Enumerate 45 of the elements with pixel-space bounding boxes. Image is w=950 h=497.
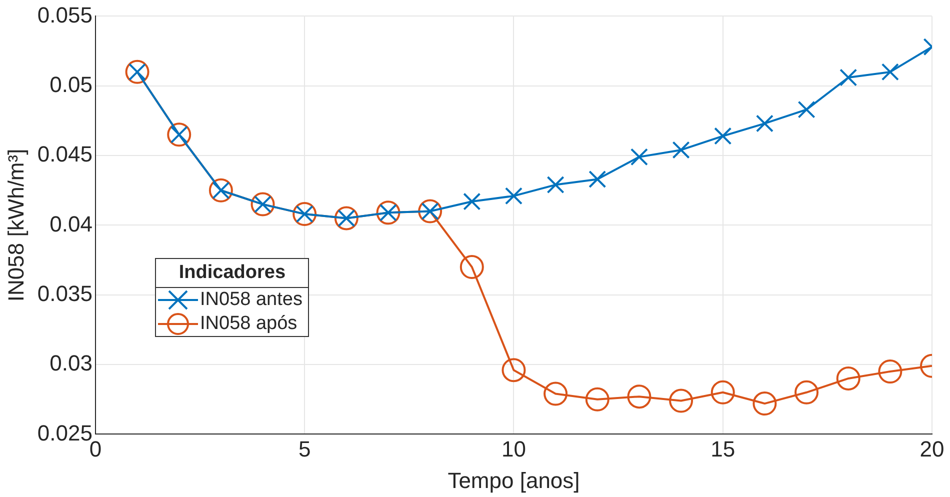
- y-tick-label: 0.045: [37, 142, 92, 167]
- point: [250, 192, 275, 216]
- point: [460, 255, 484, 279]
- point: [710, 380, 735, 404]
- y-tick-label: 0.055: [37, 2, 92, 28]
- point: [292, 202, 317, 226]
- point: [208, 178, 233, 202]
- legend-title: Indicadores: [156, 259, 308, 288]
- x-tick-label: 5: [298, 436, 311, 462]
- point: [756, 114, 774, 132]
- y-tick-label: 0.04: [50, 211, 92, 236]
- point: [630, 148, 648, 166]
- point: [714, 127, 732, 145]
- point: [544, 382, 568, 406]
- x-tick-label: 20: [920, 436, 944, 462]
- y-tick-label: 0.035: [37, 280, 92, 306]
- point: [798, 100, 816, 118]
- point: [504, 187, 523, 205]
- x-tick-label: 10: [501, 436, 526, 462]
- y-tick-label: 0.05: [50, 72, 92, 97]
- point: [752, 392, 777, 416]
- point: [878, 360, 902, 384]
- legend-label: IN058 após: [200, 313, 298, 335]
- point: [546, 176, 564, 194]
- point: [669, 388, 694, 413]
- point: [334, 206, 358, 230]
- point: [588, 170, 606, 188]
- point: [502, 358, 526, 382]
- point: [125, 60, 150, 84]
- x-axis-title: Tempo [anos]: [448, 468, 580, 493]
- point: [840, 68, 858, 86]
- x-tick-label: 15: [710, 436, 736, 462]
- legend-label: IN058 antes: [200, 289, 302, 311]
- y-tick-label: 0.03: [50, 350, 92, 376]
- point: [836, 366, 860, 390]
- point: [672, 141, 690, 159]
- point: [881, 63, 899, 81]
- point: [794, 380, 819, 404]
- y-axis-title: IN058 [kWh/m³]: [3, 148, 28, 302]
- point: [585, 387, 610, 412]
- point: [167, 122, 192, 147]
- point: [463, 192, 481, 210]
- point: [376, 200, 400, 225]
- point: [418, 199, 442, 224]
- point: [627, 384, 652, 409]
